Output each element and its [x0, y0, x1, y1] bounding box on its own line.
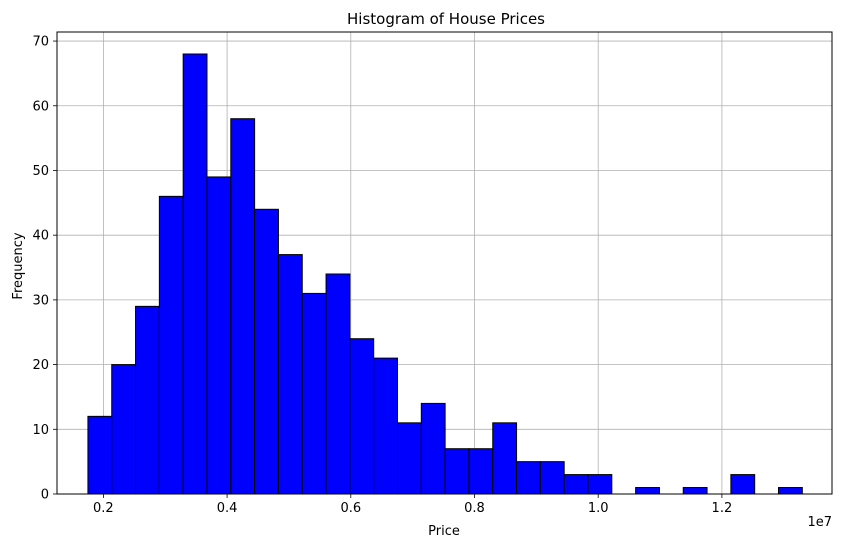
histogram-bar-7 — [254, 208, 279, 495]
histogram-bars — [87, 53, 803, 495]
histogram-bar-25 — [682, 487, 708, 495]
histogram-bar-23 — [635, 487, 660, 495]
y-tick-label-0: 0 — [41, 488, 49, 503]
x-tick-label-5: 1.2 — [712, 501, 733, 516]
histogram-bar-9 — [301, 292, 327, 495]
axis-ticks: 0.2 0.4 0.6 0.8 1.0 1.2 0 10 20 30 40 50 60 70 — [32, 35, 732, 516]
y-tick-label-5: 50 — [32, 164, 49, 179]
y-tick-label-1: 10 — [32, 423, 49, 438]
x-axis-label: Price — [428, 524, 460, 539]
y-tick-label-6: 60 — [32, 99, 49, 114]
chart-title: Histogram of House Prices — [347, 10, 545, 28]
histogram-bar-3 — [158, 195, 184, 495]
histogram-bar-21 — [587, 474, 613, 495]
histogram-bar-8 — [277, 254, 303, 495]
x-offset-label: 1e7 — [807, 515, 832, 530]
x-tick-label-2: 0.6 — [340, 501, 361, 516]
histogram-bar-12 — [373, 357, 398, 495]
histogram-bar-6 — [230, 118, 256, 495]
histogram-bar-4 — [182, 53, 208, 495]
histogram-bar-11 — [349, 338, 375, 495]
plot-frame — [56, 31, 833, 495]
histogram-bar-0 — [87, 415, 113, 495]
y-tick-label-3: 30 — [32, 293, 49, 308]
x-tick-label-1: 0.4 — [217, 501, 238, 516]
x-tick-label-0: 0.2 — [93, 501, 114, 516]
histogram-bar-16 — [468, 448, 494, 495]
y-tick-label-7: 70 — [32, 35, 49, 50]
histogram-bar-18 — [516, 461, 541, 495]
histogram-bar-14 — [420, 402, 446, 495]
x-tick-label-4: 1.0 — [588, 501, 609, 516]
histogram-bar-1 — [111, 364, 137, 495]
histogram-bar-10 — [325, 273, 351, 495]
histogram-bar-20 — [563, 474, 589, 495]
y-tick-label-2: 20 — [32, 358, 49, 373]
histogram-bar-19 — [539, 461, 565, 495]
histogram-bar-27 — [730, 474, 756, 495]
histogram-bar-2 — [135, 305, 160, 495]
y-tick-label-4: 40 — [32, 229, 49, 244]
y-axis-label: Frequency — [11, 232, 26, 299]
histogram-bar-29 — [777, 487, 803, 495]
histogram-bar-17 — [492, 422, 518, 495]
x-tick-label-3: 0.8 — [464, 501, 485, 516]
histogram-bar-15 — [444, 448, 470, 495]
histogram-bar-5 — [206, 176, 232, 495]
histogram-bar-13 — [396, 422, 422, 495]
